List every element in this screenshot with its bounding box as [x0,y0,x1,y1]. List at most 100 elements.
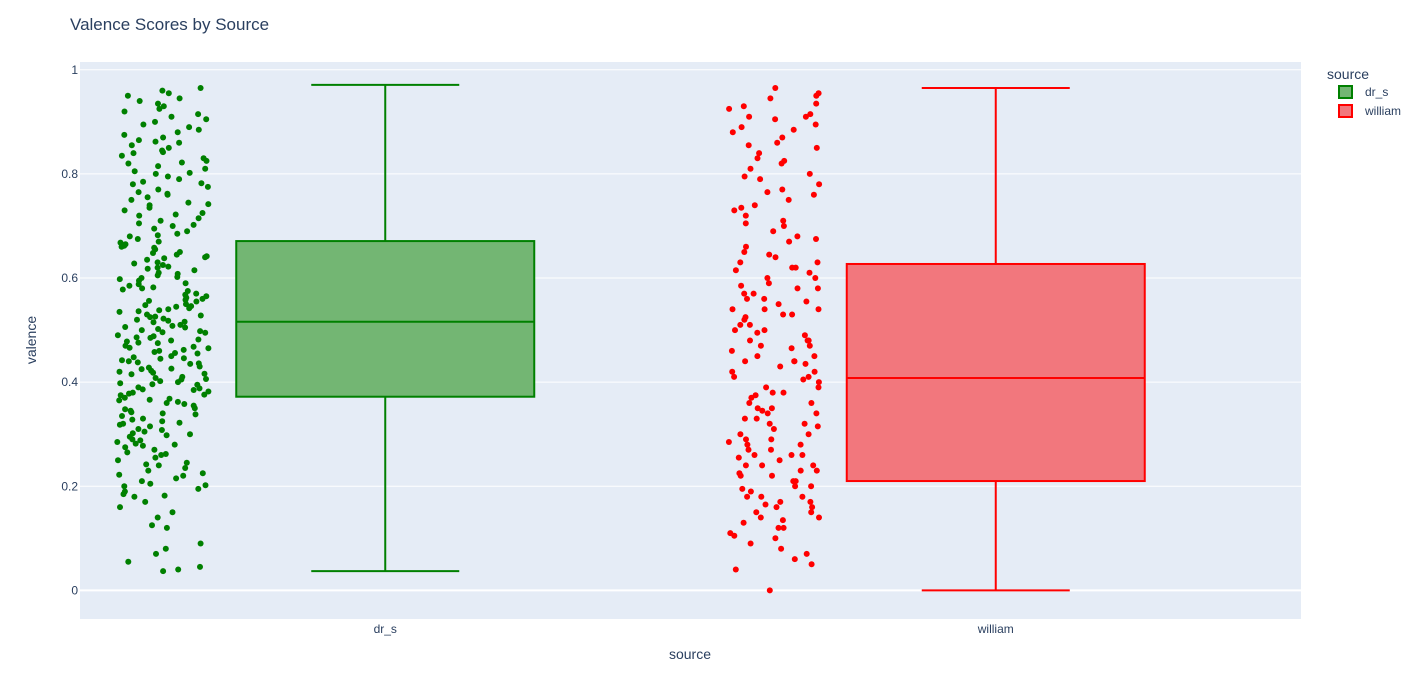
data-point [184,228,191,235]
data-point [168,365,175,372]
data-point [124,92,131,99]
x-axis-title: source [669,646,711,662]
data-point [175,566,182,573]
data-point [768,446,774,453]
data-point [751,202,758,209]
data-point [160,103,167,110]
data-point [810,191,817,198]
box-iqr [845,262,1146,483]
y-axis-ticks: 0 0.2 0.4 0.6 0.8 1 [61,63,78,598]
data-point [747,540,754,547]
data-point [187,431,193,438]
data-point [775,301,782,308]
data-point [163,432,170,439]
data-point [807,498,814,505]
data-point [199,210,206,216]
series-layer [114,83,1146,594]
data-point [176,139,183,146]
data-point [174,398,181,405]
data-point [731,373,738,380]
data-point [759,462,766,469]
data-point [761,327,768,334]
data-point [161,492,168,499]
data-point [738,282,745,289]
data-point [146,297,152,304]
data-point [729,306,736,313]
data-point [155,326,162,332]
data-point [193,298,200,305]
data-point [803,298,810,305]
data-point [122,324,129,330]
data-point [777,498,784,505]
data-point [165,317,172,324]
data-point [791,556,798,563]
data-point [144,194,151,201]
data-point [174,230,181,237]
data-point [754,155,761,162]
data-point [165,306,172,313]
data-point [157,378,164,385]
data-point [769,472,775,479]
data-point [132,440,139,447]
data-point [160,315,167,322]
data-point [737,321,744,328]
data-point [121,483,128,490]
box-iqr [235,240,536,398]
data-point [744,295,750,302]
data-point [797,467,804,474]
data-point [742,358,749,365]
data-point [199,295,206,302]
data-point [756,150,763,157]
data-point [741,249,748,255]
data-point [205,388,212,395]
data-point [125,358,132,365]
data-point [190,221,197,228]
data-point [165,144,172,151]
data-point [137,437,144,444]
data-point [201,370,208,377]
data-point [165,90,172,97]
data-point [139,285,146,292]
data-point [197,85,204,91]
data-point [802,360,809,367]
data-point [153,550,159,557]
data-point [799,493,806,500]
data-point [135,137,142,144]
data-point [177,321,184,328]
data-point [186,169,193,176]
data-point [169,223,176,229]
data-point [759,407,766,414]
data-point [742,462,749,469]
x-tick-label: william [977,622,1014,636]
data-point [116,308,123,315]
data-point [769,389,776,396]
data-point [191,405,198,412]
data-point [136,220,142,227]
data-point [160,149,166,156]
data-point [152,138,159,145]
data-point [134,359,141,366]
data-point [757,342,764,349]
data-point [138,366,145,373]
data-point [804,337,811,344]
data-point [158,427,165,433]
data-point [193,290,200,297]
data-point [183,459,190,466]
data-point [772,116,779,123]
data-point [155,462,162,469]
data-point [180,472,187,479]
data-point [143,461,150,468]
data-point [115,457,121,464]
data-point [151,225,158,232]
data-point [119,413,125,419]
data-point [126,390,132,397]
data-point [156,105,163,112]
data-point [158,452,165,458]
data-point [815,379,822,386]
legend-swatch [1338,104,1353,118]
data-point [120,491,127,498]
data-point [151,349,158,355]
